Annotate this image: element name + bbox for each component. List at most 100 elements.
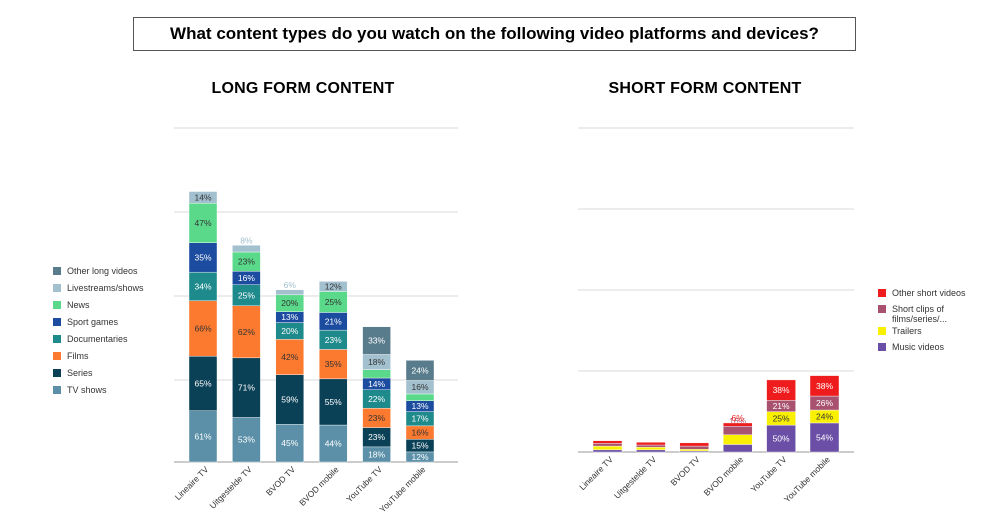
long-bar-tv-shows bbox=[319, 424, 348, 463]
long-bar-documentaries bbox=[188, 271, 218, 301]
long-data-label: 34% bbox=[194, 281, 211, 291]
short-bar-short-clips-of-films-series bbox=[636, 444, 666, 448]
short-bar-other-short-videos bbox=[766, 379, 796, 401]
long-legend-item: Documentaries bbox=[53, 334, 144, 351]
long-legend-item: Other long videos bbox=[53, 266, 144, 283]
legend-swatch bbox=[53, 369, 61, 377]
long-data-label: 23% bbox=[238, 257, 255, 267]
long-data-label: 71% bbox=[238, 383, 255, 393]
long-legend-item: Sport games bbox=[53, 317, 144, 334]
long-legend-item: TV shows bbox=[53, 385, 144, 402]
legend-swatch bbox=[878, 305, 886, 313]
long-bar-news bbox=[362, 369, 391, 379]
long-bar-news bbox=[188, 203, 218, 243]
long-data-label: 25% bbox=[325, 297, 342, 307]
long-data-label: 66% bbox=[194, 323, 211, 333]
long-category-label: Lineaire TV bbox=[173, 464, 211, 502]
long-bar-series bbox=[319, 378, 348, 426]
long-bar-films bbox=[319, 349, 348, 380]
long-data-label: 14% bbox=[368, 379, 385, 389]
long-legend-item: Livestreams/shows bbox=[53, 283, 144, 300]
short-bar-music-videos bbox=[809, 422, 840, 453]
long-data-label: 14% bbox=[194, 192, 211, 202]
legend-swatch bbox=[53, 386, 61, 394]
legend-label: News bbox=[67, 300, 90, 310]
legend-swatch bbox=[53, 352, 61, 360]
long-data-label: 42% bbox=[281, 352, 298, 362]
legend-swatch bbox=[878, 343, 886, 351]
long-data-label: 22% bbox=[368, 394, 385, 404]
long-data-label: 16% bbox=[411, 428, 428, 438]
short-category-label: YouTube TV bbox=[749, 454, 789, 494]
long-data-label: 17% bbox=[411, 414, 428, 424]
legend-label: Short clips of films/series/... bbox=[892, 304, 948, 324]
short-category-label: Lineaire TV bbox=[577, 454, 615, 492]
short-category-label: BVOD mobile bbox=[702, 454, 746, 498]
short-bar-music-videos bbox=[766, 424, 796, 453]
legend-label: Documentaries bbox=[67, 334, 128, 344]
long-bar-sport-games bbox=[188, 242, 218, 273]
long-form-legend: Other long videos Livestreams/shows News Sp… bbox=[53, 266, 144, 402]
long-data-label: 25% bbox=[238, 290, 255, 300]
short-data-label: 50% bbox=[773, 434, 790, 444]
short-category-label: YouTube mobile bbox=[782, 454, 832, 504]
long-data-label: 6% bbox=[284, 280, 297, 290]
legend-label: TV shows bbox=[67, 385, 107, 395]
long-data-label: 18% bbox=[368, 449, 385, 459]
short-form-legend: Other short videos Short clips of films/s… bbox=[878, 288, 990, 358]
long-data-label: 23% bbox=[325, 335, 342, 345]
long-data-label: 16% bbox=[238, 273, 255, 283]
long-data-label: 55% bbox=[325, 397, 342, 407]
long-bar-other-long-videos bbox=[405, 360, 435, 381]
long-data-label: 59% bbox=[281, 394, 298, 404]
short-bar-short-clips-of-films-series bbox=[679, 445, 709, 450]
short-category-label: BVOD TV bbox=[668, 454, 702, 488]
long-legend-item: Series bbox=[53, 368, 144, 385]
long-data-label: 35% bbox=[325, 359, 342, 369]
legend-swatch bbox=[878, 289, 886, 297]
short-category-label: Uitgestelde TV bbox=[612, 454, 659, 501]
short-bar-short-clips-of-films-series bbox=[723, 425, 753, 435]
legend-swatch bbox=[53, 284, 61, 292]
long-data-label: 12% bbox=[325, 281, 342, 291]
long-bar-livestreams-shows bbox=[275, 289, 304, 296]
short-bar-trailers bbox=[723, 434, 753, 445]
long-data-label: 18% bbox=[368, 357, 385, 367]
long-legend-item: News bbox=[53, 300, 144, 317]
legend-label: Series bbox=[67, 368, 93, 378]
long-data-label: 53% bbox=[238, 435, 255, 445]
long-bar-films bbox=[232, 305, 261, 359]
short-bar-music-videos bbox=[723, 444, 753, 453]
long-data-label: 20% bbox=[281, 326, 298, 336]
short-legend-item: Trailers bbox=[878, 326, 990, 340]
short-data-label: 38% bbox=[816, 381, 833, 391]
long-data-label: 16% bbox=[411, 382, 428, 392]
long-data-label: 45% bbox=[281, 438, 298, 448]
legend-swatch bbox=[53, 301, 61, 309]
long-data-label: 62% bbox=[238, 327, 255, 337]
long-bar-livestreams-shows bbox=[232, 245, 261, 253]
legend-label: Music videos bbox=[892, 342, 945, 352]
short-bar-music-videos bbox=[592, 449, 623, 453]
legend-label: Other long videos bbox=[67, 266, 138, 276]
long-bar-series bbox=[232, 357, 261, 418]
short-bar-trailers bbox=[636, 446, 666, 451]
legend-swatch bbox=[53, 267, 61, 275]
long-data-label: 23% bbox=[368, 432, 385, 442]
long-bar-films bbox=[275, 339, 304, 375]
short-legend-item: Music videos bbox=[878, 342, 990, 356]
short-legend-item: Short clips of films/series/... bbox=[878, 304, 990, 324]
legend-swatch bbox=[878, 327, 886, 335]
main-title: What content types do you watch on the f… bbox=[133, 17, 856, 51]
long-data-label: 15% bbox=[411, 441, 428, 451]
long-category-label: YouTube TV bbox=[344, 464, 384, 504]
long-category-label: BVOD mobile bbox=[297, 464, 341, 508]
long-bar-series bbox=[188, 355, 218, 411]
long-data-label: 13% bbox=[281, 312, 298, 322]
long-data-label: 21% bbox=[325, 316, 342, 326]
legend-label: Other short videos bbox=[892, 288, 966, 298]
short-bar-trailers bbox=[679, 449, 709, 452]
short-legend-item: Other short videos bbox=[878, 288, 990, 302]
short-data-label: 6% bbox=[732, 413, 745, 423]
